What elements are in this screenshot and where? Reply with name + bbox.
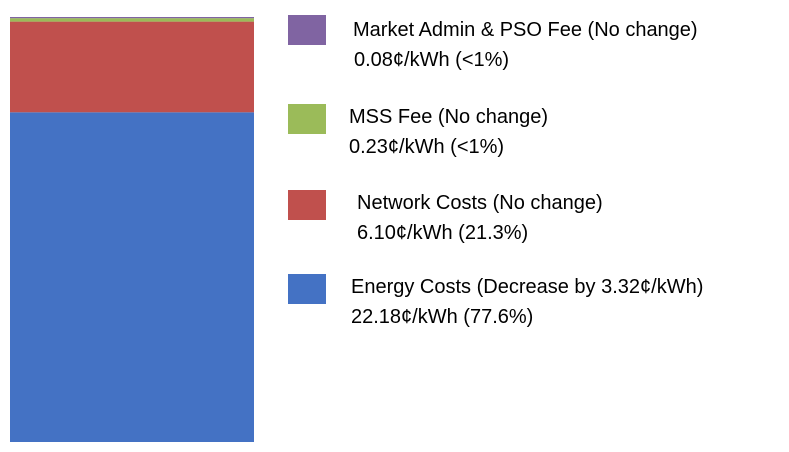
bar-segment-energy-costs — [10, 112, 254, 442]
bar-segment-mss-fee — [10, 18, 254, 22]
legend-label-market-admin-pso-fee: Market Admin & PSO Fee (No change) — [353, 19, 698, 41]
legend-value-market-admin-pso-fee: 0.08¢/kWh (<1%) — [354, 49, 510, 71]
legend-swatch-network-costs — [288, 190, 326, 220]
legend-value-mss-fee: 0.23¢/kWh (<1%) — [349, 136, 505, 158]
bar-segment-network-costs — [10, 21, 254, 113]
legend-label-mss-fee: MSS Fee (No change) — [349, 106, 548, 128]
legend-swatch-energy-costs — [288, 274, 326, 304]
bar-segment-market-admin-pso-fee — [10, 17, 254, 19]
legend-value-network-costs: 6.10¢/kWh (21.3%) — [357, 222, 529, 244]
legend-label-network-costs: Network Costs (No change) — [357, 192, 603, 214]
legend-swatch-mss-fee — [288, 104, 326, 134]
legend-label-energy-costs: Energy Costs (Decrease by 3.32¢/kWh) — [351, 276, 704, 298]
legend-value-energy-costs: 22.18¢/kWh (77.6%) — [351, 306, 534, 328]
legend-swatch-market-admin-pso-fee — [288, 15, 326, 45]
stacked-bar — [10, 17, 254, 442]
